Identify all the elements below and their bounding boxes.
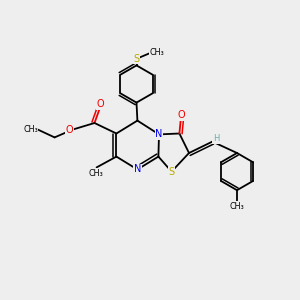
Text: O: O <box>177 110 185 121</box>
Text: N: N <box>134 164 141 175</box>
Text: O: O <box>66 124 74 135</box>
Text: CH₃: CH₃ <box>88 169 103 178</box>
Text: H: H <box>213 134 219 143</box>
Text: O: O <box>96 99 104 110</box>
Text: CH₃: CH₃ <box>23 124 38 134</box>
Text: CH₃: CH₃ <box>149 48 164 57</box>
Text: S: S <box>134 54 140 64</box>
Text: S: S <box>169 167 175 177</box>
Text: N: N <box>155 129 163 140</box>
Text: CH₃: CH₃ <box>230 202 244 211</box>
